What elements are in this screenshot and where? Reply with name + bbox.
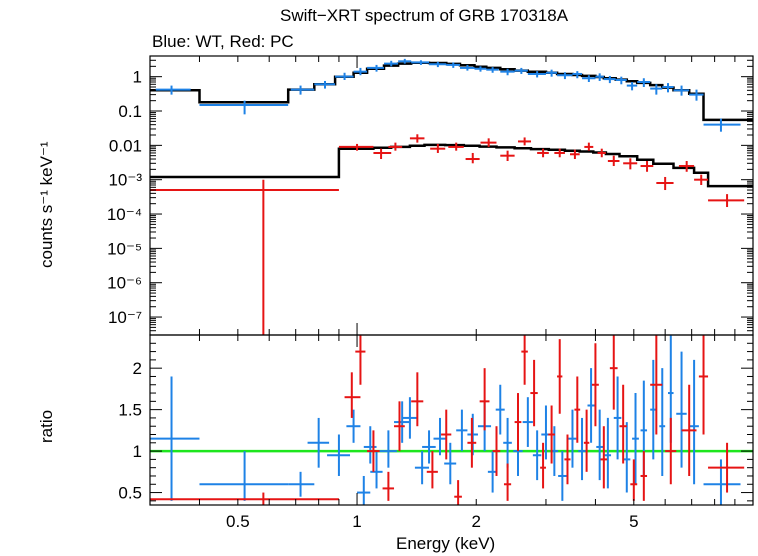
y-tick-label: 10⁻⁶: [107, 274, 142, 293]
y-tick-label: 10⁻³: [108, 171, 142, 190]
x-tick-label: 0.5: [226, 512, 250, 531]
x-axis-label: Energy (keV): [396, 534, 496, 553]
ratio-panel: 0.5 1 2 5 0.5 1 1.5 2: [118, 334, 754, 531]
x-tick-label: 1: [352, 512, 361, 531]
y-tick-label: 0.5: [118, 484, 142, 503]
model-line-pc: [150, 143, 753, 188]
y-tick-label: 1.5: [118, 401, 142, 420]
y-tick-label: 1: [133, 68, 142, 87]
x-tick-label: 2: [472, 512, 481, 531]
model-line-wt: [150, 61, 753, 122]
y-tick-label: 10⁻⁵: [107, 239, 142, 258]
spectrum-frame: [149, 55, 754, 336]
y-tick-label: 1: [133, 442, 142, 461]
x-tick-label: 5: [629, 512, 638, 531]
y-tick-label: 10⁻⁴: [107, 205, 142, 224]
chart-subtitle: Blue: WT, Red: PC: [152, 32, 294, 51]
y-tick-label: 10⁻⁷: [108, 308, 142, 327]
spectrum-panel: 1 0.1 0.01 10⁻³ 10⁻⁴ 10⁻⁵ 10⁻⁶ 10⁻⁷: [107, 55, 754, 336]
y-tick-label: 0.01: [109, 136, 142, 155]
ratio-frame: [149, 334, 754, 506]
y-axis-label-ratio: ratio: [37, 409, 56, 443]
y-axis-label-spectrum: counts s⁻¹ keV⁻¹: [37, 141, 56, 268]
chart-title: Swift−XRT spectrum of GRB 170318A: [280, 6, 569, 25]
y-tick-label: 2: [133, 359, 142, 378]
y-tick-label: 0.1: [118, 102, 142, 121]
